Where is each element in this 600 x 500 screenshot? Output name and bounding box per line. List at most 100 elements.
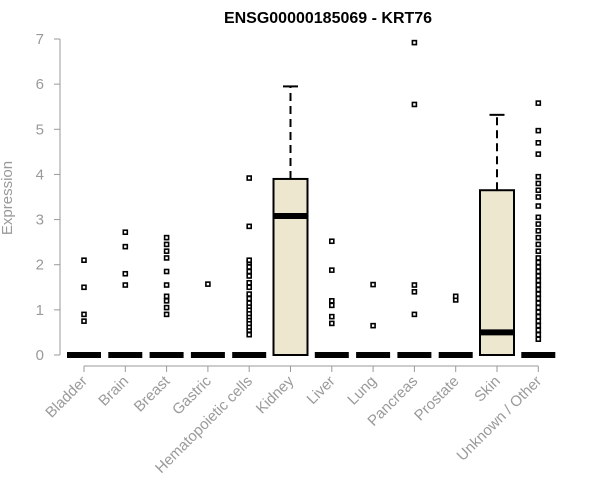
outlier-point <box>163 282 170 288</box>
outlier-point <box>535 100 542 106</box>
outlier-point <box>411 101 418 108</box>
box-group <box>521 100 556 358</box>
outlier-point <box>535 264 542 270</box>
outlier-point <box>246 268 252 275</box>
outlier-point <box>163 241 170 248</box>
x-tick-label: Skin <box>471 373 504 406</box>
outlier-point <box>535 331 542 338</box>
outlier-point <box>163 268 170 275</box>
outlier-point <box>535 286 542 293</box>
x-tick-label: Kidney <box>253 372 298 417</box>
outlier-point <box>411 288 418 295</box>
box-group <box>108 229 143 358</box>
outlier-point <box>535 318 542 324</box>
outlier-point <box>535 304 542 311</box>
outlier-point <box>328 238 335 245</box>
outlier-point <box>535 291 542 297</box>
outlier-point <box>535 127 542 134</box>
box-group <box>190 281 225 358</box>
outlier-point <box>535 241 542 248</box>
outlier-point <box>535 187 542 194</box>
outlier-point <box>452 293 459 300</box>
x-tick-label: Breast <box>131 372 174 415</box>
outlier-point <box>535 234 542 241</box>
box-group <box>479 113 515 356</box>
box <box>272 177 309 356</box>
outlier-point <box>122 243 129 250</box>
box-group <box>149 234 184 358</box>
y-tick-label: 0 <box>36 347 44 364</box>
outlier-point <box>246 300 252 306</box>
outlier-point <box>535 273 542 279</box>
outlier-point <box>246 273 252 279</box>
x-tick-label: Bladder <box>42 373 91 422</box>
outlier-point <box>163 234 170 241</box>
outlier-point <box>535 309 542 315</box>
outlier-point <box>535 228 542 234</box>
box-group <box>272 85 309 356</box>
x-tick-label: Liver <box>304 373 339 408</box>
outlier-point <box>163 293 170 300</box>
outlier-point <box>246 295 252 302</box>
outlier-point <box>246 223 252 230</box>
outlier-point <box>122 282 129 288</box>
outlier-point <box>535 180 542 187</box>
y-axis: 0 1 2 3 4 5 6 7 <box>36 31 61 364</box>
y-tick-label: 5 <box>36 121 44 138</box>
outlier-point <box>535 268 542 275</box>
x-tick-label: Prostate <box>411 373 463 425</box>
outlier-point <box>328 320 335 327</box>
y-tick-label: 2 <box>36 257 44 274</box>
outlier-point <box>163 311 170 318</box>
y-tick-label: 4 <box>36 166 44 183</box>
box-group <box>438 293 473 358</box>
outlier-point <box>246 257 252 264</box>
outlier-point <box>246 291 252 297</box>
outlier-point <box>163 248 170 254</box>
outlier-point <box>246 175 252 181</box>
outlier-point <box>163 304 170 311</box>
outlier-point <box>535 259 542 266</box>
x-tick-label: Lung <box>344 373 380 409</box>
outlier-point <box>81 284 87 291</box>
box-group <box>397 39 432 358</box>
outlier-point <box>122 270 129 277</box>
outlier-point <box>81 257 87 264</box>
outlier-point <box>535 300 542 306</box>
outlier-point <box>81 318 87 324</box>
box-group <box>356 281 391 358</box>
outlier-point <box>535 277 542 284</box>
outlier-point <box>328 267 335 273</box>
outlier-point <box>535 203 542 209</box>
plot-area <box>67 39 556 358</box>
outlier-point <box>163 298 170 304</box>
outlier-point <box>328 302 335 309</box>
outlier-point <box>246 279 252 286</box>
outlier-point <box>81 311 87 318</box>
outlier-point <box>411 282 418 288</box>
box-group <box>232 175 267 358</box>
outlier-point <box>535 255 542 261</box>
outlier-point <box>535 221 542 227</box>
outlier-point <box>246 264 252 270</box>
box-group <box>67 257 101 358</box>
outlier-point <box>328 313 335 320</box>
outlier-point <box>535 313 542 320</box>
y-axis-label: Expression <box>0 161 16 235</box>
outlier-point <box>370 281 376 288</box>
outlier-point <box>535 336 542 343</box>
outlier-point <box>535 151 542 157</box>
outlier-point <box>535 295 542 302</box>
outlier-point <box>411 39 418 46</box>
outlier-point <box>205 281 211 287</box>
y-tick-label: 6 <box>36 76 44 93</box>
outlier-point <box>246 331 252 338</box>
outlier-point <box>535 322 542 329</box>
outlier-point <box>535 140 542 146</box>
box-group <box>314 238 349 358</box>
outlier-point <box>535 282 542 288</box>
outlier-point <box>328 298 335 304</box>
outlier-point <box>535 194 542 200</box>
